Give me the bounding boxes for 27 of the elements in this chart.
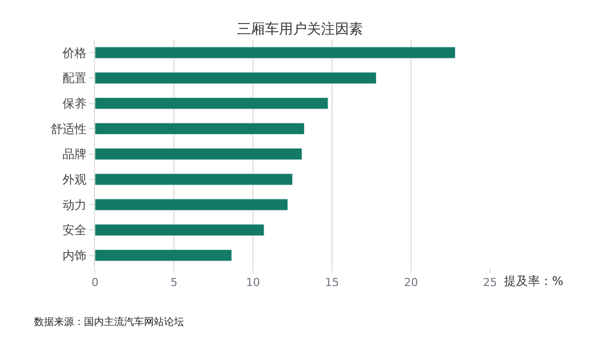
x-tick-label: 5 xyxy=(170,276,178,290)
x-axis-title: 提及率：% xyxy=(504,274,564,288)
x-tick-label: 20 xyxy=(404,276,418,290)
y-tick-label: 品牌 xyxy=(62,147,87,162)
x-tick-label: 25 xyxy=(483,276,497,290)
y-tick-label: 安全 xyxy=(62,223,87,238)
y-tick-label: 动力 xyxy=(62,198,87,212)
bar xyxy=(95,46,456,59)
source-note: 数据来源：国内主流汽车网站论坛 xyxy=(34,316,184,328)
bar xyxy=(95,173,293,186)
chart-title: 三厢车用户关注因素 xyxy=(237,21,363,38)
bar xyxy=(95,148,302,160)
bar xyxy=(95,224,264,236)
bar xyxy=(95,122,305,135)
y-tick-label: 外观 xyxy=(62,172,87,187)
x-tick-label: 10 xyxy=(246,276,260,290)
bar xyxy=(95,72,376,84)
bar xyxy=(95,249,232,262)
y-tick-label: 配置 xyxy=(62,71,87,86)
y-tick-label: 保养 xyxy=(62,96,87,111)
x-tick-label: 0 xyxy=(92,276,98,290)
y-tick-label: 价格 xyxy=(62,46,87,60)
x-tick-label: 15 xyxy=(325,276,339,290)
y-tick-label: 舒适性 xyxy=(50,122,87,136)
bar xyxy=(95,198,288,211)
y-tick-label: 内饰 xyxy=(62,248,87,263)
bar xyxy=(95,97,328,110)
